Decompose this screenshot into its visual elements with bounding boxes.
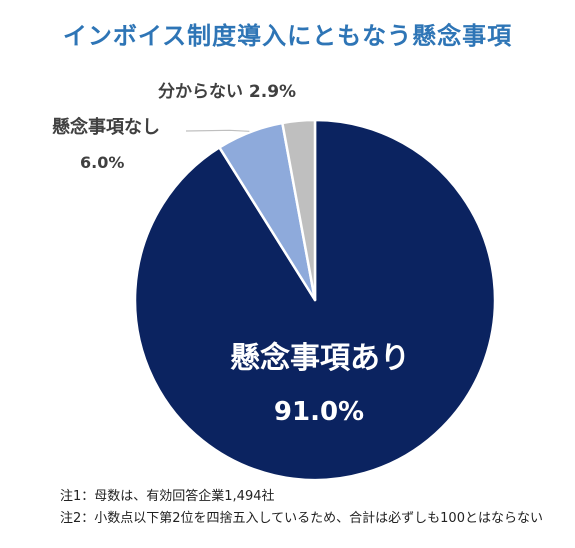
pie-slices (133, 118, 497, 482)
slice-label-1: 懸念事項あり (230, 341, 410, 376)
slice-value-label-2: 6.0% (80, 153, 124, 172)
chart-title: インボイス制度導入にともなう懸念事項 (62, 22, 513, 50)
slice-label-2: 懸念事項なし (52, 116, 160, 138)
slice-value-label-1: 91.0% (274, 397, 364, 427)
footnote-1: 注1：母数は、有効回答企業1,494社 (60, 489, 275, 504)
leader-line-2 (185, 129, 250, 132)
pie-slice-3 (281, 118, 317, 302)
footnote-2: 注2：小数点以下第2位を四捨五入しているため、合計は必ずしも100とはならない (60, 511, 543, 526)
leader-lines (185, 129, 250, 132)
footnotes: 注1：母数は、有効回答企業1,494社 注2：小数点以下第2位を四捨五入している… (60, 486, 543, 530)
slice-labels: 懸念事項あり 91.0% 懸念事項なし 6.0% 分からない 2.9% (52, 82, 410, 427)
slice-label-3: 分からない 2.9% (158, 82, 296, 102)
